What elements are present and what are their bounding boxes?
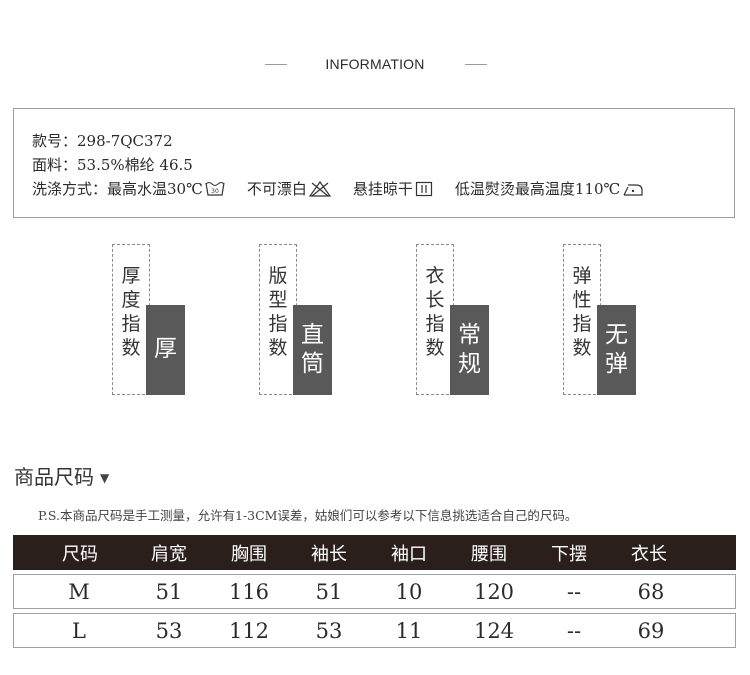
table-cell: M — [68, 579, 90, 604]
index-value: 厚 — [154, 336, 177, 362]
table-cell: 116 — [228, 579, 270, 604]
index-label: 衣长指数 — [425, 265, 445, 359]
care-text-bleach: 不可漂白 — [246, 180, 307, 198]
size-section-title: 商品尺码 ▼ — [14, 461, 109, 490]
style-number: 款号：298-7QC372 — [32, 132, 173, 150]
svg-text:30: 30 — [211, 188, 219, 195]
table-cell: 51 — [155, 579, 183, 604]
product-info-box: 款号：298-7QC372 面料：53.5%棉纶 46.5 洗涤方式：最高水温3… — [13, 108, 735, 218]
fabric-composition: 面料：53.5%棉纶 46.5 — [32, 156, 193, 174]
table-cell: 69 — [637, 618, 665, 643]
header-sleeve: 袖长 — [311, 543, 347, 565]
table-cell: 120 — [473, 579, 515, 604]
table-cell: 68 — [637, 579, 665, 604]
table-row: L 53 112 53 11 124 -- 69 — [13, 613, 736, 648]
table-cell: -- — [566, 618, 582, 643]
no-bleach-icon — [308, 180, 332, 202]
header-waist: 腰围 — [471, 543, 507, 565]
thickness-index-card: 厚度指数 厚 — [112, 244, 192, 396]
info-title: INFORMATION — [325, 56, 425, 72]
size-table-header: 尺码 肩宽 胸围 袖长 袖口 腰围 下摆 衣长 — [13, 535, 736, 570]
care-label: 洗涤方式： — [32, 180, 108, 198]
header-divider-right — [465, 64, 487, 65]
index-value: 直筒 — [301, 322, 324, 377]
index-label: 版型指数 — [268, 265, 288, 359]
index-value: 常规 — [458, 322, 481, 377]
care-item-wash: 最高水温30℃ 30 — [107, 179, 225, 202]
care-item-bleach: 不可漂白 — [246, 179, 332, 202]
header-cuff: 袖口 — [391, 543, 427, 565]
index-value-box: 直筒 — [293, 305, 332, 395]
table-cell: 112 — [228, 618, 270, 643]
care-instructions: 洗涤方式：最高水温30℃ 30 不可漂白 悬挂晾干 低温熨烫最高温度110℃ — [32, 179, 666, 202]
index-value-box: 厚 — [146, 305, 185, 395]
header-chest: 胸围 — [231, 543, 267, 565]
care-item-iron: 低温熨烫最高温度110℃ — [455, 179, 644, 202]
header-hem: 下摆 — [551, 543, 587, 565]
care-text-wash: 最高水温30℃ — [107, 180, 203, 198]
table-cell: -- — [566, 579, 582, 604]
care-text-dry: 悬挂晾干 — [352, 180, 413, 198]
table-cell: 124 — [473, 618, 515, 643]
chevron-down-icon: ▼ — [100, 471, 110, 485]
table-cell: 10 — [395, 579, 423, 604]
fit-index-card: 版型指数 直筒 — [259, 244, 339, 396]
table-cell: 51 — [315, 579, 343, 604]
index-value: 无弹 — [605, 322, 628, 377]
table-row: M 51 116 51 10 120 -- 68 — [13, 574, 736, 609]
wash-30-icon: 30 — [205, 180, 225, 202]
table-cell: 11 — [395, 618, 423, 643]
iron-low-icon — [622, 181, 644, 202]
header-shoulder: 肩宽 — [151, 543, 187, 565]
length-index-card: 衣长指数 常规 — [416, 244, 496, 396]
care-text-iron: 低温熨烫最高温度110℃ — [454, 180, 621, 198]
index-label: 弹性指数 — [572, 265, 592, 359]
header-divider-left — [265, 64, 287, 65]
care-item-dry: 悬挂晾干 — [353, 179, 433, 202]
index-value-box: 常规 — [450, 305, 489, 395]
header-length: 衣长 — [631, 543, 667, 565]
size-title-text: 商品尺码 — [14, 465, 94, 489]
table-cell: 53 — [315, 618, 343, 643]
measurement-note: P.S.本商品尺码是手工测量，允许有1-3CM误差，姑娘们可以参考以下信息挑选适… — [38, 508, 578, 523]
elasticity-index-card: 弹性指数 无弹 — [563, 244, 643, 396]
table-cell: 53 — [155, 618, 183, 643]
header-size: 尺码 — [62, 543, 98, 565]
index-label: 厚度指数 — [121, 265, 141, 359]
index-value-box: 无弹 — [597, 305, 636, 395]
hang-dry-icon — [415, 181, 433, 202]
table-cell: L — [72, 618, 86, 643]
